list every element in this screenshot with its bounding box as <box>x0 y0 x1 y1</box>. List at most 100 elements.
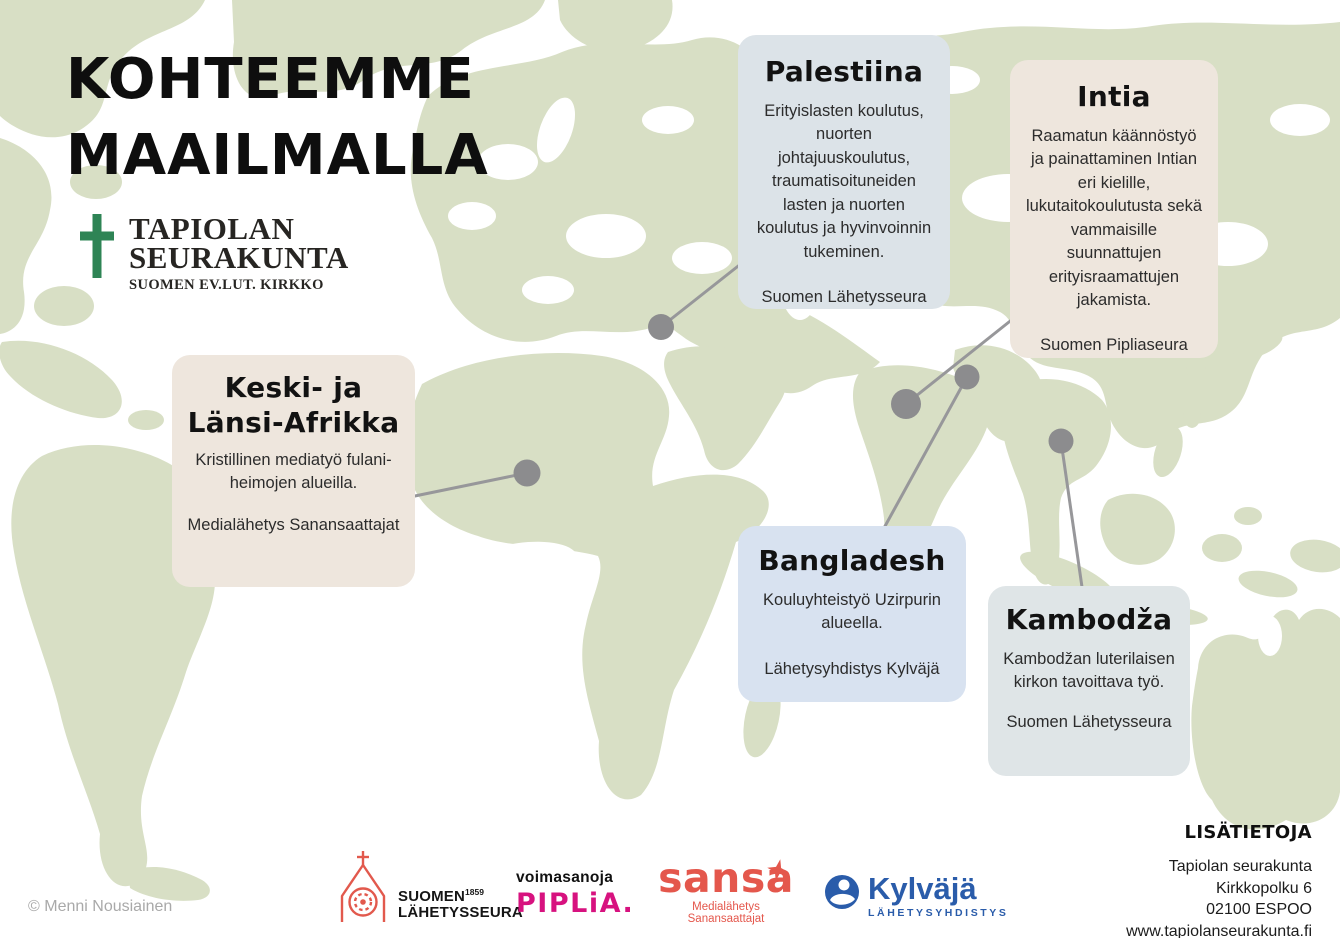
piplia-tagline: voimasanoja <box>516 869 614 886</box>
cross-shape <box>80 214 114 278</box>
card-org-kambodza: Suomen Lähetysseura <box>1006 712 1172 731</box>
tapiolan-seurakunta-logo: TAPIOLAN SEURAKUNTA SUOMEN EV.LUT. KIRKK… <box>80 211 349 294</box>
card-kambodza: Kambodža Kambodžan luterilaisen kirkon t… <box>988 586 1190 776</box>
arabia <box>664 346 787 471</box>
card-intia: Intia Raamatun käännöstyö ja painattamin… <box>1010 60 1218 358</box>
borneo <box>1100 493 1175 565</box>
sparkle-star-icon <box>767 859 789 881</box>
church-logo-text: TAPIOLAN SEURAKUNTA SUOMEN EV.LUT. KIRKK… <box>129 211 349 294</box>
island <box>1186 354 1206 382</box>
sea <box>448 202 496 230</box>
map-marker-bangladesh <box>954 364 980 390</box>
map-marker-india <box>891 389 921 419</box>
sea-baltic <box>536 97 576 163</box>
landmass <box>34 286 94 326</box>
church-subtitle: SUOMEN EV.LUT. KIRKKO <box>129 277 324 293</box>
copyright-credit: © Menni Nousiainen <box>28 898 173 915</box>
contact-city: 02100 ESPOO <box>1206 901 1312 918</box>
card-bangladesh: Bangladesh Kouluyhteistyö Uzirpurin alue… <box>738 526 966 702</box>
sls-name-line2: LÄHETYSSEURA <box>398 904 523 921</box>
contact-street: Kirkkopolku 6 <box>1215 879 1312 897</box>
sower-icon-body <box>830 893 855 905</box>
rose-window-outer <box>348 887 378 917</box>
map-marker-palestine <box>648 314 674 340</box>
church-name-line2: SEURAKUNTA <box>129 240 349 275</box>
greenland <box>558 0 673 52</box>
sea <box>642 106 694 134</box>
rose-window-inner <box>353 892 373 912</box>
poster-title: KOHTEEMME MAAILMALLA <box>66 42 489 194</box>
contact-parish-name: Tapiolan seurakunta <box>1168 858 1312 875</box>
church-name-line1: TAPIOLAN <box>129 211 295 246</box>
kylvaja-logo-text: Kylväjä LÄHETYSYHDISTYS <box>868 873 1009 919</box>
gulf-of-guinea <box>462 541 578 589</box>
piplia-wordmark: PIPLiA. <box>516 888 635 919</box>
island <box>1238 570 1298 598</box>
church-outline <box>340 863 386 922</box>
continent-north-america <box>0 138 52 334</box>
indochina <box>1001 378 1111 585</box>
sparkle-star-shape <box>767 859 789 881</box>
sea <box>478 144 538 180</box>
island <box>1234 507 1262 525</box>
continent-north-america <box>232 0 545 99</box>
sea <box>566 214 646 258</box>
card-body-afrikka: Kristillinen mediatyö fulani-heimojen al… <box>195 451 392 493</box>
central-america <box>0 340 122 419</box>
kylvaja-logo: Kylväjä LÄHETYSYHDISTYS <box>824 873 1009 919</box>
map-marker-west-africa <box>513 459 541 487</box>
continent-africa <box>404 353 769 800</box>
contact-info-block: LISÄTIETOJA Tapiolan seurakunta Kirkkopo… <box>1126 822 1312 938</box>
middle-east <box>655 288 880 394</box>
sea-black <box>672 242 732 274</box>
card-org-afrikka: Medialähetys Sanansaattajat <box>187 515 400 534</box>
piplia-logo: voimasanoja PIPLiA. <box>516 869 634 919</box>
connector-west-africa <box>409 471 528 499</box>
sls-logo-text: SUOMEN1859 LÄHETYSSEURA <box>398 884 523 921</box>
landmass <box>128 410 164 430</box>
card-org-intia: Suomen Pipliaseura <box>1040 336 1188 355</box>
contact-info-heading: LISÄTIETOJA <box>1184 822 1312 843</box>
connector-lines <box>409 261 1085 595</box>
poster-title-line1: KOHTEEMME <box>66 47 475 112</box>
card-palestiina: Palestiina Erityislasten koulutus, nuort… <box>738 35 950 309</box>
sower-icon-head <box>838 879 850 891</box>
card-body-bangladesh: Kouluyhteistyö Uzirpurin alueella. <box>763 591 941 633</box>
kylvaja-tagline: LÄHETYSYHDISTYS <box>868 907 1009 919</box>
sea <box>522 276 574 304</box>
card-title-kambodza: Kambodža <box>1005 603 1173 636</box>
map-markers <box>513 314 1074 487</box>
sansa-logo: sansa Medialähetys Sanansaattajat <box>656 856 796 925</box>
card-org-palestiina: Suomen Lähetysseura <box>761 287 927 306</box>
sansa-wordmark: sansa <box>658 854 794 902</box>
landmass <box>70 165 122 199</box>
gulf-of-carpentaria <box>1258 616 1282 656</box>
suomen-lahetysseura-logo: SUOMEN1859 LÄHETYSSEURA <box>338 850 523 924</box>
card-body-palestiina: Erityislasten koulutus, nuorten johtajuu… <box>756 102 932 261</box>
sls-year: 1859 <box>465 887 484 897</box>
poster-title-line2: MAAILMALLA <box>66 123 489 188</box>
sower-person-icon <box>825 875 859 909</box>
sulawesi <box>1202 534 1242 562</box>
church-building-icon <box>340 851 386 922</box>
contact-website: www.tapiolanseurakunta.fi <box>1126 922 1312 938</box>
card-title-bangladesh: Bangladesh <box>758 544 946 577</box>
sea <box>1270 104 1330 136</box>
philippines <box>1153 426 1183 478</box>
connector-palestine <box>660 261 743 329</box>
connector-bangladesh <box>882 376 969 529</box>
sansa-tagline: Medialähetys Sanansaattajat <box>687 901 765 925</box>
card-title-palestiina: Palestiina <box>764 55 924 88</box>
sls-name-line1: SUOMEN <box>398 888 466 905</box>
card-keski-ja-lansi-afrikka: Keski- ja Länsi-Afrikka Kristillinen med… <box>172 355 415 587</box>
card-org-bangladesh: Lähetysyhdistys Kylväjä <box>764 659 940 678</box>
card-body-intia: Raamatun käännöstyö ja painattaminen Int… <box>1025 127 1203 309</box>
map-marker-cambodia <box>1048 428 1074 454</box>
cross-icon <box>80 214 114 278</box>
card-title-afrikka: Keski- ja Länsi-Afrikka <box>187 371 400 439</box>
card-title-intia: Intia <box>1077 80 1151 113</box>
continent-south-america <box>128 866 210 901</box>
island <box>1233 332 1283 360</box>
card-body-kambodza: Kambodžan luterilaisen kirkon tavoittava… <box>1003 650 1175 692</box>
